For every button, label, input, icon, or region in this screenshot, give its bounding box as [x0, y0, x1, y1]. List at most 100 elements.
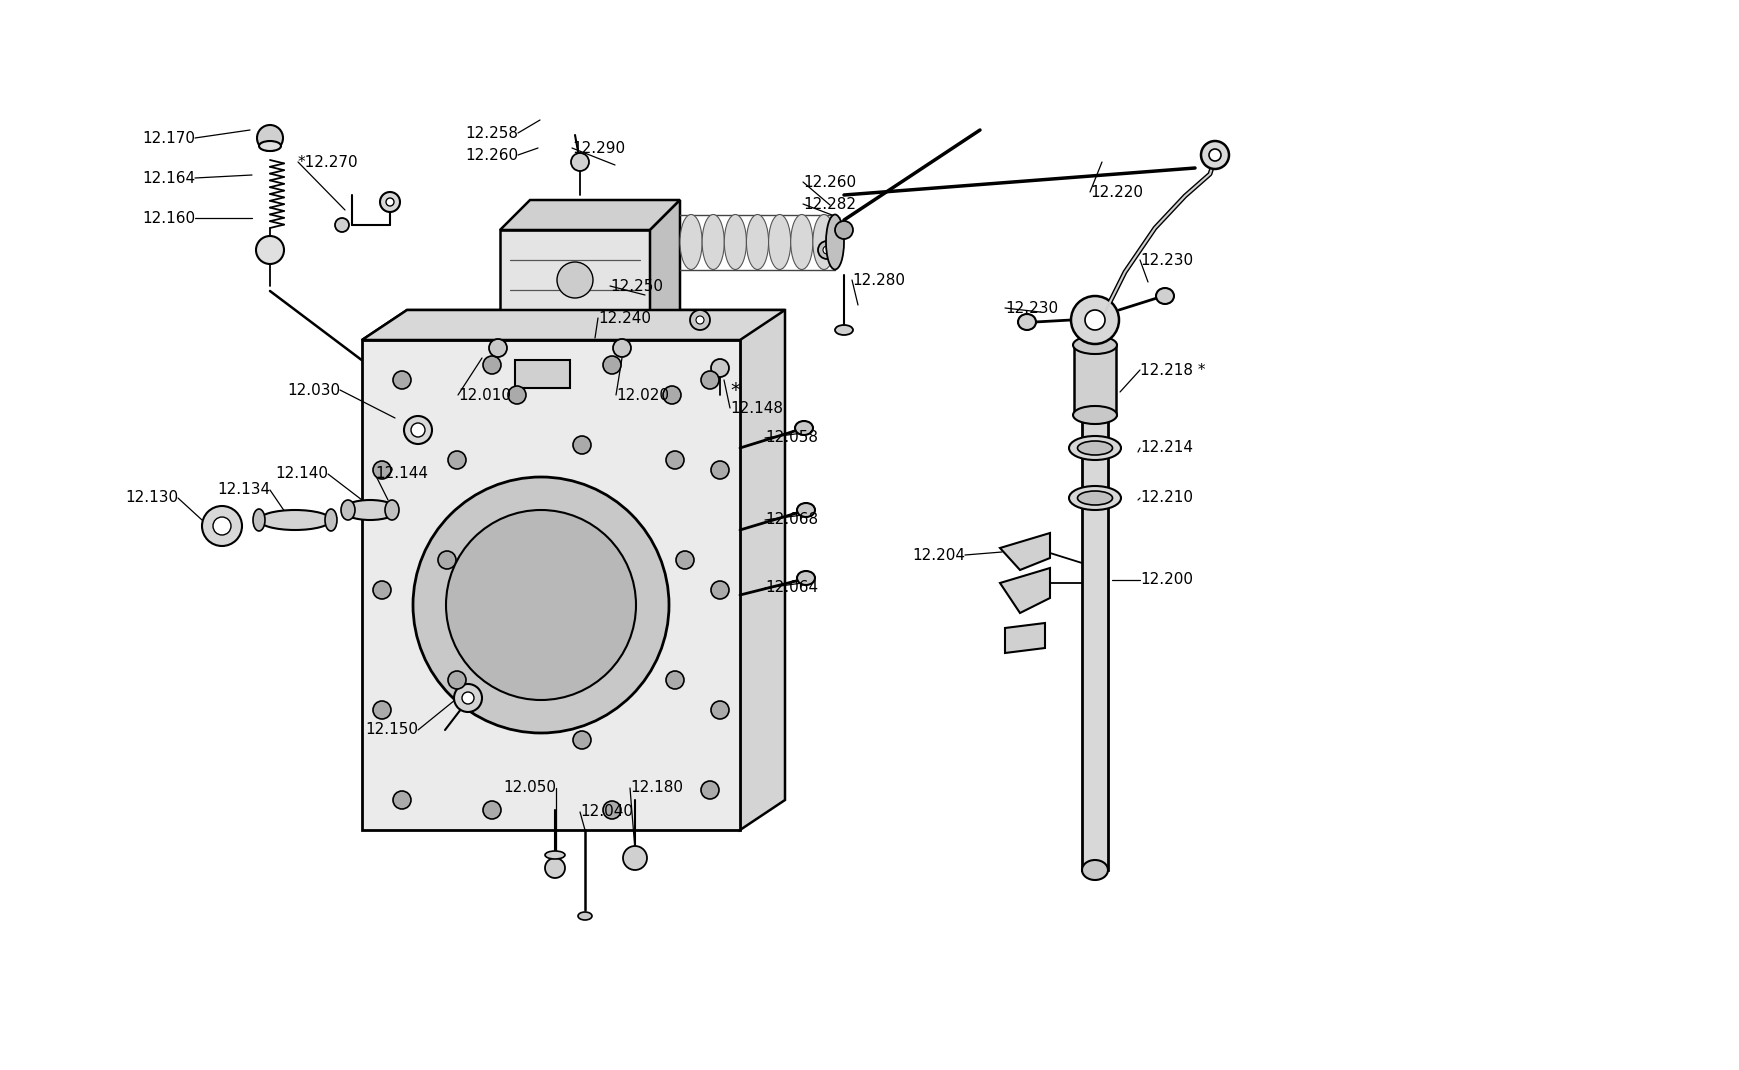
- Text: 12.260: 12.260: [802, 174, 856, 189]
- Circle shape: [454, 684, 482, 712]
- Text: 12.230: 12.230: [1005, 301, 1057, 316]
- Circle shape: [483, 801, 501, 819]
- Circle shape: [666, 671, 683, 689]
- Circle shape: [612, 339, 631, 357]
- Circle shape: [256, 236, 283, 264]
- Text: 12.064: 12.064: [765, 581, 817, 596]
- Circle shape: [372, 461, 391, 479]
- Circle shape: [202, 506, 242, 546]
- Circle shape: [1071, 296, 1118, 343]
- Ellipse shape: [343, 500, 396, 520]
- Ellipse shape: [796, 503, 814, 517]
- Text: 12.200: 12.200: [1139, 572, 1193, 587]
- Ellipse shape: [1076, 441, 1111, 455]
- Polygon shape: [515, 360, 570, 388]
- Circle shape: [603, 801, 621, 819]
- Circle shape: [372, 581, 391, 599]
- Circle shape: [676, 551, 694, 569]
- Circle shape: [666, 450, 683, 469]
- Ellipse shape: [1082, 323, 1108, 337]
- Ellipse shape: [796, 571, 814, 585]
- Ellipse shape: [259, 141, 280, 151]
- Ellipse shape: [1073, 336, 1116, 354]
- Circle shape: [711, 701, 729, 719]
- Ellipse shape: [1082, 860, 1108, 880]
- Polygon shape: [362, 340, 739, 830]
- Text: 12.140: 12.140: [275, 467, 329, 482]
- Ellipse shape: [746, 214, 769, 270]
- Ellipse shape: [723, 214, 746, 270]
- Text: 12.020: 12.020: [616, 387, 668, 402]
- Circle shape: [572, 731, 591, 749]
- Text: 12.240: 12.240: [598, 310, 650, 325]
- Circle shape: [393, 371, 410, 389]
- Polygon shape: [362, 310, 784, 340]
- Text: 12.204: 12.204: [911, 548, 965, 563]
- Text: 12.210: 12.210: [1139, 490, 1193, 505]
- Ellipse shape: [384, 500, 398, 520]
- Polygon shape: [1000, 533, 1049, 570]
- Circle shape: [711, 581, 729, 599]
- Circle shape: [1085, 310, 1104, 330]
- Circle shape: [372, 701, 391, 719]
- Text: 12.214: 12.214: [1139, 441, 1193, 456]
- Ellipse shape: [835, 325, 852, 335]
- Ellipse shape: [1155, 288, 1174, 304]
- Text: *: *: [730, 381, 739, 399]
- Text: 12.164: 12.164: [143, 170, 195, 185]
- Ellipse shape: [795, 421, 812, 435]
- Ellipse shape: [680, 214, 703, 270]
- Circle shape: [386, 198, 393, 207]
- Ellipse shape: [325, 509, 337, 531]
- Circle shape: [663, 386, 680, 404]
- Circle shape: [445, 510, 636, 700]
- Ellipse shape: [341, 500, 355, 520]
- Polygon shape: [362, 310, 784, 830]
- Text: 12.058: 12.058: [765, 430, 817, 445]
- Circle shape: [623, 846, 647, 870]
- Circle shape: [556, 262, 593, 299]
- Ellipse shape: [826, 214, 843, 270]
- Circle shape: [711, 461, 729, 479]
- Text: 12.130: 12.130: [125, 490, 177, 505]
- Text: 12.068: 12.068: [765, 513, 817, 528]
- Text: 12.010: 12.010: [457, 387, 511, 402]
- Polygon shape: [650, 200, 680, 360]
- Circle shape: [696, 316, 704, 324]
- Ellipse shape: [1017, 314, 1035, 330]
- Text: 12.180: 12.180: [630, 780, 683, 795]
- Polygon shape: [1000, 568, 1049, 613]
- Text: 12.258: 12.258: [464, 125, 518, 140]
- Text: 12.260: 12.260: [464, 148, 518, 163]
- Text: 12.050: 12.050: [503, 780, 556, 795]
- Text: 12.144: 12.144: [376, 467, 428, 482]
- Text: 12.148: 12.148: [730, 400, 783, 415]
- Polygon shape: [1005, 623, 1045, 653]
- Circle shape: [823, 246, 831, 254]
- Circle shape: [508, 386, 525, 404]
- Circle shape: [690, 310, 710, 330]
- Ellipse shape: [1073, 406, 1116, 424]
- Circle shape: [463, 692, 473, 704]
- Ellipse shape: [1068, 435, 1120, 460]
- Circle shape: [412, 477, 668, 733]
- Circle shape: [835, 221, 852, 239]
- Circle shape: [336, 218, 350, 232]
- Text: 12.220: 12.220: [1089, 184, 1143, 199]
- Bar: [1073, 345, 1115, 415]
- Text: 12.160: 12.160: [143, 211, 195, 226]
- Circle shape: [701, 371, 718, 389]
- Circle shape: [603, 356, 621, 374]
- Circle shape: [570, 153, 590, 171]
- Circle shape: [212, 517, 231, 535]
- Text: 12.134: 12.134: [217, 483, 270, 498]
- Ellipse shape: [1068, 486, 1120, 510]
- Circle shape: [403, 416, 431, 444]
- Circle shape: [711, 360, 729, 377]
- Text: 12.040: 12.040: [579, 805, 633, 820]
- Circle shape: [438, 551, 456, 569]
- Ellipse shape: [790, 214, 812, 270]
- Text: 12.150: 12.150: [365, 722, 417, 737]
- Ellipse shape: [703, 214, 723, 270]
- Polygon shape: [499, 230, 650, 360]
